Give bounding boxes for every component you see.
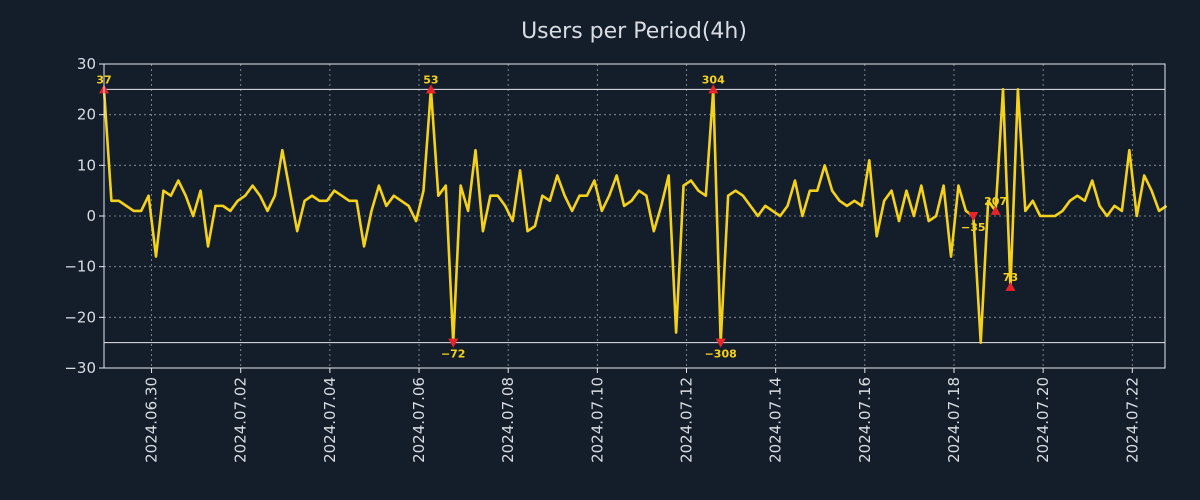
trough-label: −35	[961, 221, 986, 234]
x-tick-label: 2024.07.18	[945, 377, 963, 463]
y-axis: 30 20 10 0 −10 −20 −30	[64, 55, 104, 377]
grid	[104, 63, 1165, 369]
x-tick-label: 2024.07.08	[499, 377, 517, 463]
series-line	[102, 88, 1168, 344]
x-tick-label: 2024.07.20	[1034, 377, 1052, 463]
peak-marker	[425, 84, 436, 94]
peak-label: 207	[984, 195, 1007, 208]
x-tick-label: 2024.06.30	[143, 377, 161, 463]
trough-marker	[715, 338, 726, 348]
y-tick-label: 10	[77, 156, 96, 174]
y-tick-label: −10	[64, 258, 96, 276]
x-tick-label: 2024.07.14	[767, 377, 785, 463]
y-tick-label: 30	[77, 55, 96, 73]
trough-marker	[968, 212, 979, 221]
y-tick-label: −20	[64, 308, 96, 326]
peak-label: 73	[1003, 271, 1018, 284]
trough-marker	[448, 338, 459, 348]
x-tick-label: 2024.07.22	[1123, 377, 1141, 463]
y-tick-label: 20	[77, 106, 96, 124]
x-tick-label: 2024.07.06	[410, 377, 428, 463]
chart-title: Users per Period(4h)	[521, 19, 747, 44]
reference-lines	[104, 88, 1165, 344]
peak-marker	[1005, 281, 1016, 291]
x-tick-label: 2024.07.02	[232, 377, 250, 463]
x-axis: 2024.06.30 2024.07.02 2024.07.04 2024.07.06…	[143, 368, 1141, 463]
y-tick-label: −30	[64, 359, 96, 377]
x-tick-label: 2024.07.12	[678, 377, 696, 463]
x-tick-label: 2024.07.04	[321, 377, 339, 463]
x-tick-label: 2024.07.10	[588, 377, 606, 463]
peak-label: 53	[423, 73, 438, 86]
peak-label: 304	[702, 73, 725, 86]
peak-marker	[708, 84, 719, 94]
trough-label: −72	[441, 348, 466, 361]
y-tick-label: 0	[86, 207, 96, 225]
x-tick-label: 2024.07.16	[856, 377, 874, 463]
trough-label: −308	[705, 348, 737, 361]
peak-marker	[990, 205, 1001, 215]
series-layer	[102, 88, 1168, 344]
